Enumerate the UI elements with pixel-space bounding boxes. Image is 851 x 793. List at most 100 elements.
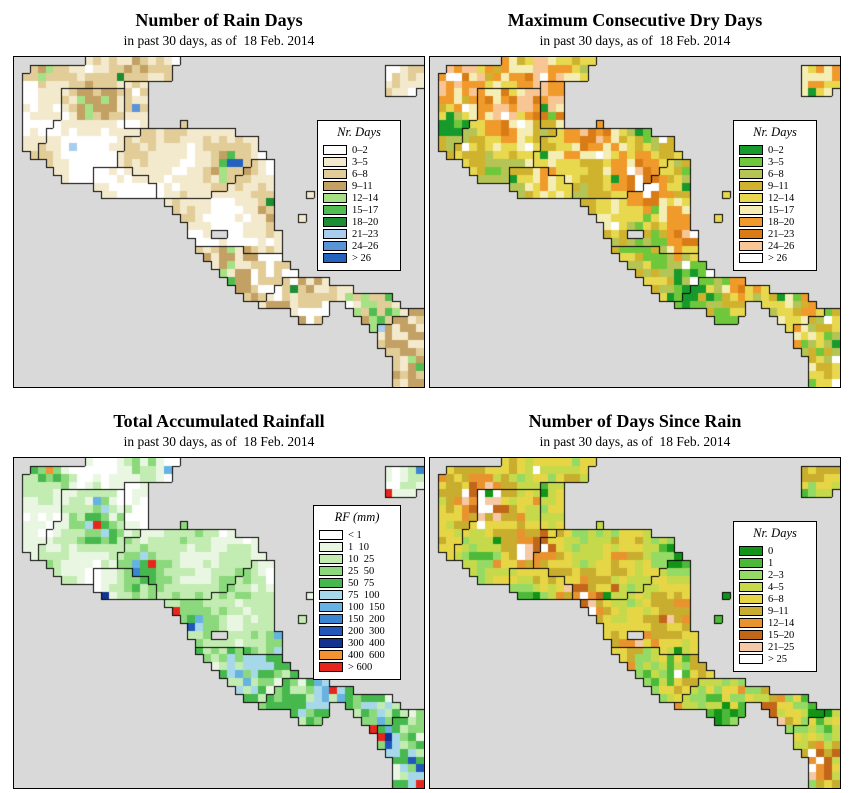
legend-row: 21–25 [739, 641, 811, 653]
legend-label: 24–26 [768, 240, 795, 252]
legend-label: 24–26 [352, 240, 379, 252]
legend-swatch [739, 169, 763, 179]
legend-swatch [319, 530, 343, 540]
legend-row: 0 [739, 545, 811, 557]
legend-row: > 26 [739, 252, 811, 264]
panel-title: Maximum Consecutive Dry Days [507, 10, 763, 30]
legend-swatch [739, 241, 763, 251]
legend-swatch [319, 638, 343, 648]
legend-label: 0 [768, 545, 774, 557]
legend-swatch [739, 570, 763, 580]
legend-label: 15–17 [352, 204, 379, 216]
legend-swatch [739, 594, 763, 604]
legend-swatch [319, 602, 343, 612]
legend-row: 100 150 [319, 601, 395, 613]
legend-label: 9–11 [768, 605, 789, 617]
legend-row: > 600 [319, 661, 395, 673]
legend-swatch [323, 217, 347, 227]
legend-label: 9–11 [768, 180, 789, 192]
legend-label: 0–2 [768, 144, 784, 156]
legend-swatch [323, 169, 347, 179]
legend-label: < 1 [348, 529, 362, 541]
legend-row: 75 100 [319, 589, 395, 601]
legend-row: 200 300 [319, 625, 395, 637]
legend-swatch [319, 554, 343, 564]
panel-title: Number of Days Since Rain [528, 411, 742, 431]
legend-row: 4–5 [739, 581, 811, 593]
legend-swatch [323, 205, 347, 215]
legend-row: 12–14 [739, 617, 811, 629]
legend-swatch [739, 642, 763, 652]
legend-row: 15–17 [323, 204, 395, 216]
legend-swatch [739, 630, 763, 640]
legend-row: 9–11 [323, 180, 395, 192]
legend-label: 3–5 [768, 156, 784, 168]
legend-label: 10 25 [348, 553, 375, 565]
legend-label: > 26 [768, 252, 788, 264]
legend-label: 9–11 [352, 180, 373, 192]
legend-label: 200 300 [348, 625, 385, 637]
legend-label: 18–20 [768, 216, 795, 228]
legend-row: 15–17 [739, 204, 811, 216]
legend-swatch [319, 650, 343, 660]
legend-label: 12–14 [352, 192, 379, 204]
legend-row: 9–11 [739, 605, 811, 617]
legend-rows: 0–2 3–5 6–8 9–11 12–14 15–17 18–20 21–23 24–26 > … [739, 144, 811, 264]
legend-row: 18–20 [739, 216, 811, 228]
legend-label: 21–23 [352, 228, 379, 240]
panel-subtitle: in past 30 days, as of 18 Feb. 2014 [539, 434, 731, 449]
legend-swatch [739, 546, 763, 556]
legend-swatch [323, 157, 347, 167]
legend-label: > 25 [768, 653, 788, 665]
legend-label: 21–23 [768, 228, 795, 240]
panel-rainfall: Total Accumulated Rainfall in past 30 da… [13, 405, 425, 793]
legend-swatch [323, 229, 347, 239]
legend-swatch [319, 542, 343, 552]
panel-dry-days: Maximum Consecutive Dry Days in past 30 … [429, 4, 841, 392]
legend-row: 12–14 [739, 192, 811, 204]
legend-title: Nr. Days [753, 526, 797, 540]
map-rain-days: Nr. Days 0–2 3–5 6–8 9–11 12–14 15–17 18–20 21–… [13, 56, 425, 388]
legend-swatch [319, 626, 343, 636]
legend-swatch [323, 253, 347, 263]
legend-label: > 26 [352, 252, 372, 264]
legend-row: 1 10 [319, 541, 395, 553]
legend-days-since-rain: Nr. Days 0 1 2–3 4–5 6–8 9–11 12–14 15–20 21–25 >… [733, 521, 817, 672]
legend-swatch [739, 157, 763, 167]
legend-title: RF (mm) [334, 510, 380, 524]
legend-title: Nr. Days [337, 125, 381, 139]
legend-label: 12–14 [768, 192, 795, 204]
legend-label: 12–14 [768, 617, 795, 629]
legend-swatch [739, 205, 763, 215]
legend-label: 6–8 [768, 593, 784, 605]
legend-swatch [323, 193, 347, 203]
legend-row: 300 400 [319, 637, 395, 649]
legend-swatch [319, 590, 343, 600]
legend-swatch [739, 606, 763, 616]
legend-label: 1 [768, 557, 774, 569]
legend-row: 3–5 [739, 156, 811, 168]
legend-row: 24–26 [323, 240, 395, 252]
legend-row: 6–8 [739, 168, 811, 180]
legend-row: 24–26 [739, 240, 811, 252]
panel-subtitle: in past 30 days, as of 18 Feb. 2014 [123, 434, 315, 449]
legend-row: 3–5 [323, 156, 395, 168]
legend-label: 300 400 [348, 637, 385, 649]
legend-swatch [739, 618, 763, 628]
legend-label: 15–20 [768, 629, 795, 641]
legend-swatch [319, 566, 343, 576]
legend-label: 1 10 [348, 541, 369, 553]
legend-row: 150 200 [319, 613, 395, 625]
legend-rows: 0 1 2–3 4–5 6–8 9–11 12–14 15–20 21–25 > 25 [739, 545, 811, 665]
legend-label: 50 75 [348, 577, 375, 589]
legend-rows: 0–2 3–5 6–8 9–11 12–14 15–17 18–20 21–23 24–26 > … [323, 144, 395, 264]
legend-swatch [323, 181, 347, 191]
panel-subtitle: in past 30 days, as of 18 Feb. 2014 [123, 33, 315, 48]
legend-swatch [739, 558, 763, 568]
legend-row: 6–8 [323, 168, 395, 180]
legend-swatch [319, 614, 343, 624]
legend-row: 21–23 [739, 228, 811, 240]
legend-label: 21–25 [768, 641, 795, 653]
